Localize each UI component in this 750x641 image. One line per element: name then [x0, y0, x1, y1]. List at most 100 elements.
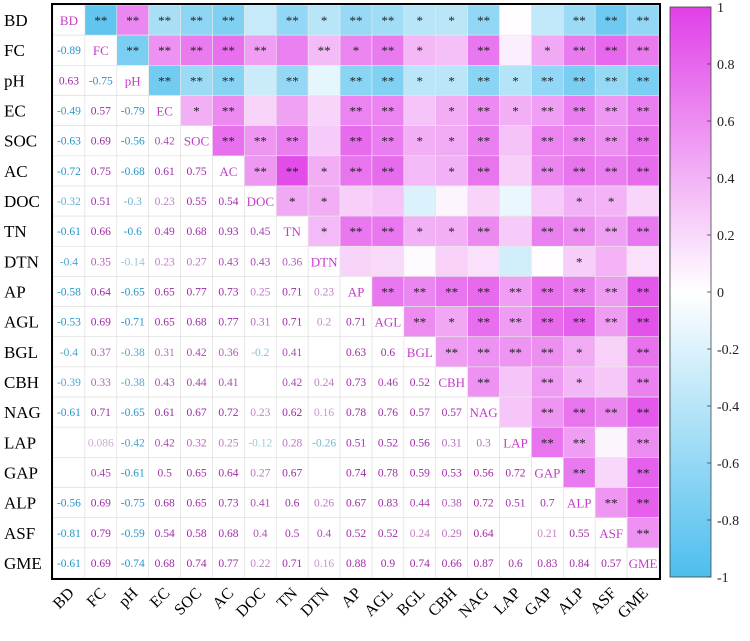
corr-value: 0.73 [346, 377, 366, 389]
significance-mark: ** [158, 13, 171, 28]
colorbar-tick-label: -0.8 [717, 514, 739, 529]
lower-cell [212, 276, 245, 307]
upper-cell [467, 276, 500, 307]
significance-mark: ** [445, 285, 458, 300]
upper-cell [435, 245, 468, 277]
corr-value: 0.78 [378, 467, 398, 479]
lower-cell [180, 487, 213, 518]
upper-cell [371, 276, 405, 307]
corr-value: -0.75 [89, 75, 113, 87]
corr-value: 0.57 [410, 407, 430, 419]
upper-cell [626, 396, 660, 428]
significance-mark: * [321, 194, 328, 209]
lower-cell [212, 336, 245, 368]
row-label: TN [4, 222, 27, 241]
column-label: BD [50, 585, 78, 613]
corr-value: 0.77 [218, 558, 238, 570]
corr-value: 0.74 [346, 467, 366, 479]
upper-cell [594, 457, 628, 488]
lower-cell [52, 95, 86, 126]
corr-value: 0.71 [282, 287, 302, 299]
lower-cell [499, 457, 532, 488]
significance-mark: * [417, 134, 424, 149]
upper-cell [116, 34, 149, 66]
significance-mark: ** [637, 526, 650, 541]
upper-cell [499, 215, 532, 247]
column-label: CBH [425, 584, 461, 620]
upper-cell [594, 426, 628, 458]
upper-cell [339, 245, 373, 277]
lower-cell [244, 336, 277, 368]
corr-value: 0.73 [218, 287, 238, 299]
upper-cell [467, 34, 500, 66]
lower-cell [403, 426, 437, 458]
diag-label: GME [629, 556, 658, 571]
significance-mark: ** [637, 435, 650, 450]
significance-mark: * [608, 194, 615, 209]
significance-mark: ** [318, 43, 331, 58]
corr-value: 0.29 [442, 528, 462, 540]
significance-mark: ** [573, 315, 586, 330]
upper-cell [626, 245, 660, 277]
significance-mark: ** [637, 13, 650, 28]
upper-cell [531, 65, 564, 96]
significance-mark: ** [222, 134, 235, 149]
significance-mark: ** [126, 13, 139, 28]
upper-cell [594, 65, 628, 96]
lower-cell [371, 457, 405, 488]
row-label: FC [4, 41, 25, 60]
lower-cell [244, 306, 277, 338]
diag-label: EC [156, 104, 173, 119]
corr-value: 0.77 [218, 317, 238, 329]
corr-value: 0.4 [253, 528, 268, 540]
significance-mark: ** [605, 13, 618, 28]
corr-value: -0.14 [121, 256, 145, 268]
upper-cell [339, 34, 373, 66]
corr-value: -0.6 [124, 226, 142, 238]
significance-mark: ** [637, 73, 650, 88]
corr-value: 0.76 [378, 407, 398, 419]
significance-mark: ** [158, 43, 171, 58]
lower-cell [84, 366, 118, 398]
corr-value: 0.63 [59, 75, 79, 87]
significance-mark: ** [222, 104, 235, 119]
significance-mark: * [353, 43, 360, 58]
upper-cell [499, 396, 532, 428]
lower-cell [52, 336, 86, 368]
lower-cell [180, 185, 213, 217]
corr-value: 0.41 [250, 498, 270, 510]
corr-value: 0.59 [410, 467, 430, 479]
colorbar-tick-label: 0.8 [717, 58, 735, 73]
upper-cell [531, 185, 564, 217]
corr-value: 0.68 [155, 498, 175, 510]
lower-cell [467, 426, 500, 458]
significance-mark: * [289, 194, 296, 209]
colorbar-ticks: 1 0.8 0.6 0.4 0.2 0 -0.2 -0.4 -0.6 -0.8 -1 [707, 1, 739, 586]
diag-label: DTN [311, 254, 338, 269]
significance-mark: ** [477, 345, 490, 360]
significance-mark: * [576, 345, 583, 360]
lower-cell [84, 547, 118, 579]
lower-cell [116, 457, 149, 488]
significance-mark: ** [381, 73, 394, 88]
upper-cell [531, 396, 564, 428]
upper-cell [499, 245, 532, 277]
upper-cell [307, 125, 341, 157]
significance-mark: ** [509, 285, 522, 300]
corr-value: 0.086 [88, 437, 114, 449]
upper-cell [626, 306, 660, 338]
upper-cell [467, 215, 500, 247]
column-label: GAP [522, 585, 557, 620]
corr-value: -0.61 [57, 226, 81, 238]
significance-mark: ** [605, 315, 618, 330]
lower-cell [84, 276, 118, 307]
significance-mark: ** [254, 134, 267, 149]
significance-mark: ** [573, 465, 586, 480]
lower-cell [148, 245, 181, 277]
corr-value: 0.93 [218, 226, 238, 238]
significance-mark: ** [541, 285, 554, 300]
corr-value: -0.38 [121, 347, 145, 359]
corr-value: 0.67 [346, 498, 366, 510]
significance-mark: ** [94, 13, 107, 28]
